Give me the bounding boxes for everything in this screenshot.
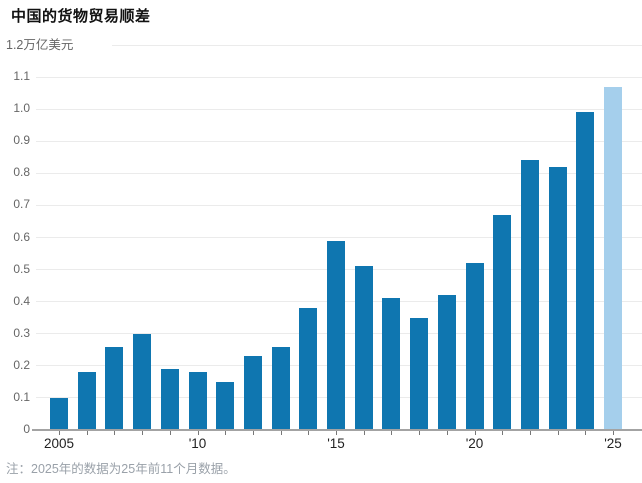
x-tick-mark <box>557 431 559 435</box>
bar <box>576 112 595 430</box>
bar <box>243 356 262 430</box>
bar <box>105 347 124 430</box>
x-tick-mark <box>142 431 144 435</box>
y-tick-label: 0.4 <box>13 293 30 308</box>
x-tick-mark <box>280 431 282 435</box>
x-tick-mark <box>585 431 587 435</box>
y-gridline-top <box>112 44 642 46</box>
y-tick-label: 0.8 <box>13 165 30 180</box>
x-tick-mark <box>59 431 60 435</box>
x-tick-mark <box>391 431 393 435</box>
x-tick-mark <box>252 431 254 435</box>
bar <box>493 215 512 430</box>
bar <box>410 318 429 430</box>
bar <box>50 398 68 430</box>
x-tick-label: '15 <box>327 436 345 451</box>
bar <box>133 334 152 430</box>
x-tick-label: 2005 <box>43 436 75 451</box>
bar <box>465 263 484 430</box>
x-tick-mark <box>363 431 365 435</box>
x-tick-mark <box>336 431 337 435</box>
x-tick-mark <box>197 431 199 435</box>
bar <box>354 266 373 430</box>
x-tick-mark <box>169 431 171 435</box>
bar <box>604 87 622 430</box>
y-tick-label: 0.3 <box>13 325 30 340</box>
y-gridline <box>36 237 642 238</box>
y-tick-label: 0.5 <box>13 261 30 276</box>
x-tick-label: '20 <box>465 436 484 451</box>
bar <box>271 347 290 430</box>
bar <box>216 382 235 430</box>
x-tick-mark <box>308 431 310 435</box>
y-gridline <box>36 108 642 110</box>
x-tick-mark <box>419 431 421 435</box>
y-gridline <box>36 76 642 78</box>
y-gridline <box>36 172 642 174</box>
x-tick-mark <box>613 431 614 435</box>
x-tick-mark <box>529 431 531 435</box>
y-tick-label: 0.7 <box>13 197 30 212</box>
x-tick-mark <box>114 431 116 435</box>
y-tick-label: 0.6 <box>13 229 30 244</box>
x-tick-mark <box>502 431 504 435</box>
x-tick-label: '25 <box>604 436 622 451</box>
y-axis-unit-label: 1.2万亿美元 <box>6 34 80 53</box>
y-gridline <box>36 140 642 142</box>
y-tick-label: 0.9 <box>13 133 30 148</box>
bar <box>299 308 318 430</box>
x-tick-mark <box>225 431 227 435</box>
bar <box>548 167 567 430</box>
x-tick-mark <box>474 431 476 435</box>
y-tick-label: 1.1 <box>13 69 30 84</box>
x-axis-line <box>32 429 642 431</box>
chart-title: 中国的货物贸易顺差 <box>11 8 151 25</box>
bar <box>77 372 96 430</box>
bar <box>437 295 456 430</box>
bar <box>520 160 539 430</box>
y-tick-label: 0 <box>23 422 30 436</box>
bar <box>188 372 207 430</box>
y-gridline <box>36 204 642 206</box>
bar <box>327 241 345 430</box>
footnote: 注：2025年的数据为25年前11个月数据。 <box>6 462 236 476</box>
y-tick-label: 1.0 <box>13 101 30 116</box>
x-tick-mark <box>86 431 88 435</box>
x-tick-mark <box>446 431 448 435</box>
x-tick-label: '10 <box>188 436 207 451</box>
y-tick-label: 0.2 <box>13 357 30 372</box>
y-tick-label: 0.1 <box>13 389 30 404</box>
bar <box>382 298 401 430</box>
bar <box>160 369 179 430</box>
